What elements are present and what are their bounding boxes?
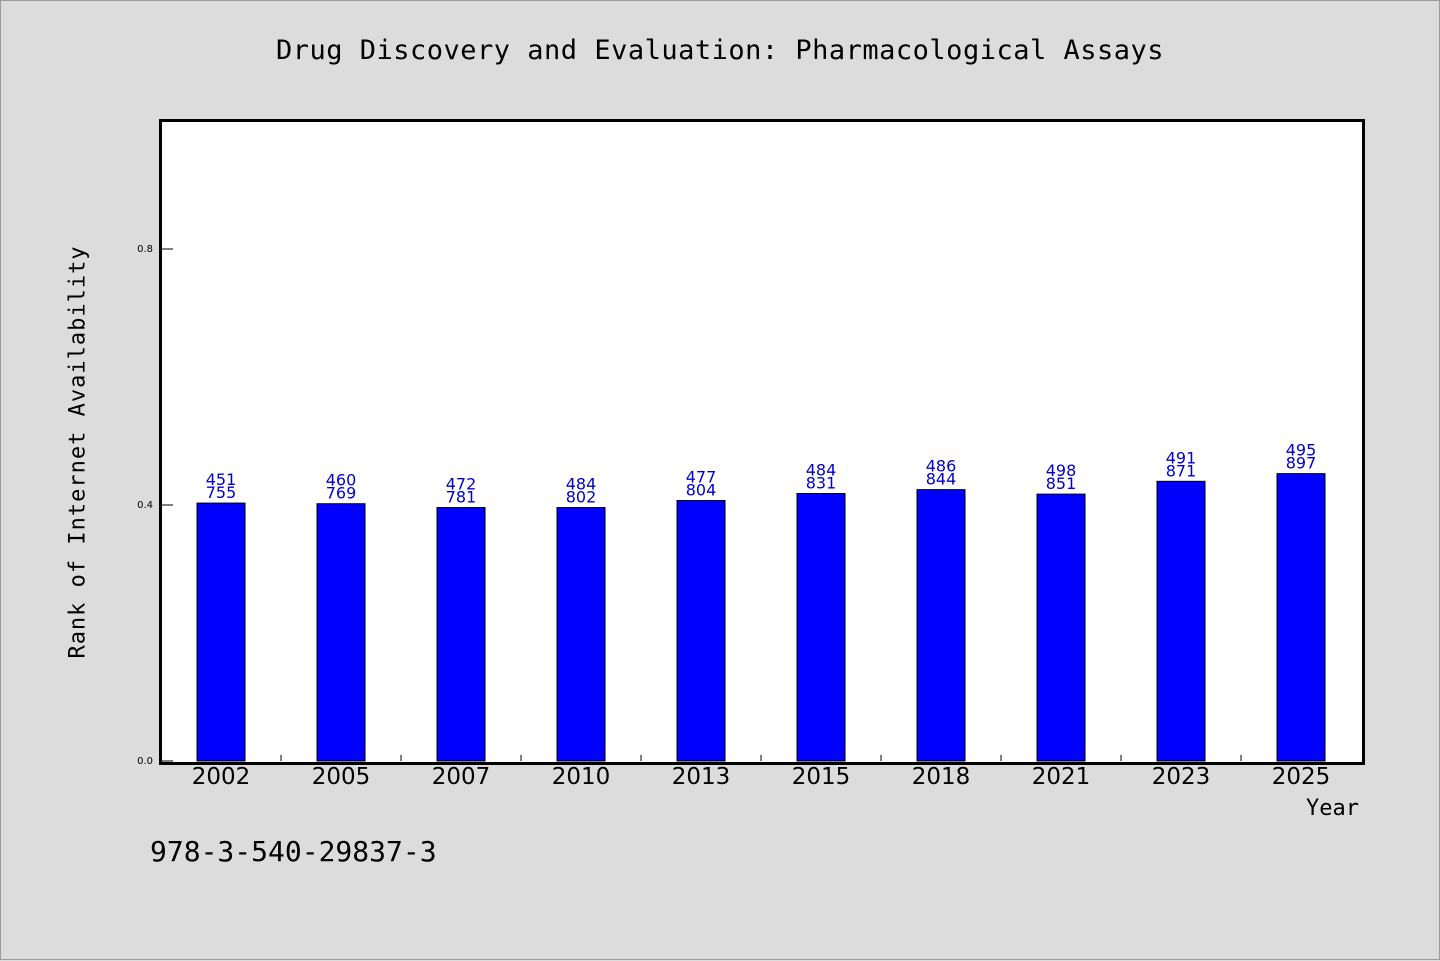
x-tick-label: 2023	[1152, 764, 1211, 790]
bar	[1036, 493, 1086, 762]
bar-label-top: 472	[446, 475, 477, 494]
isbn-label: 978-3-540-29837-3	[150, 835, 437, 868]
bar-label-bottom: 831	[806, 473, 837, 492]
bar-label-bottom: 851	[1046, 474, 1077, 493]
y-tick-label: 0.0	[137, 756, 153, 767]
bar-label-top: 460	[326, 471, 357, 490]
bar-label-bottom: 781	[446, 488, 477, 507]
bar	[676, 500, 726, 762]
bar-label-bottom: 802	[566, 488, 597, 507]
bar	[196, 502, 246, 762]
bar-label-top: 486	[926, 457, 957, 476]
bar-label-bottom: 769	[326, 484, 357, 503]
bar-label-top: 451	[206, 470, 237, 489]
bar	[1156, 480, 1206, 762]
x-tick-label: 2015	[792, 764, 851, 790]
bar-label-bottom: 844	[926, 470, 957, 489]
chart-title: Drug Discovery and Evaluation: Pharmacol…	[275, 35, 1165, 66]
bar-label-bottom: 755	[206, 483, 237, 502]
x-tick-label: 2010	[552, 764, 611, 790]
x-tick-label: 2021	[1032, 764, 1091, 790]
x-tick-label: 2007	[432, 764, 491, 790]
x-tick-label: 2005	[312, 764, 371, 790]
bar-label-top: 495	[1286, 441, 1317, 460]
bar-label-top: 491	[1166, 448, 1197, 467]
bar-label-top: 484	[566, 475, 597, 494]
y-tick-label: 0.8	[137, 244, 153, 255]
bar	[1276, 473, 1326, 762]
x-tick-label: 2013	[672, 764, 731, 790]
x-tick-label: 2025	[1272, 764, 1331, 790]
y-tick-label: 0.4	[137, 500, 153, 511]
x-tick-label: 2002	[192, 764, 251, 790]
x-tick-label: 2018	[912, 764, 971, 790]
bar-label-top: 484	[806, 460, 837, 479]
bar	[796, 492, 846, 762]
bar-label-bottom: 871	[1166, 461, 1197, 480]
x-axis-label: Year	[1306, 796, 1359, 821]
bar-label-top: 498	[1046, 461, 1077, 480]
bar-label-bottom: 897	[1286, 454, 1317, 473]
bar	[556, 507, 606, 762]
bar	[916, 489, 966, 762]
bar-label-bottom: 804	[686, 481, 717, 500]
bar	[436, 507, 486, 762]
bar	[316, 503, 366, 762]
bar-label-top: 477	[686, 468, 717, 487]
